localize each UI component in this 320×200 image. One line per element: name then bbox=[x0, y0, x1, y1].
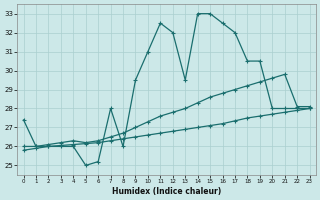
X-axis label: Humidex (Indice chaleur): Humidex (Indice chaleur) bbox=[112, 187, 221, 196]
